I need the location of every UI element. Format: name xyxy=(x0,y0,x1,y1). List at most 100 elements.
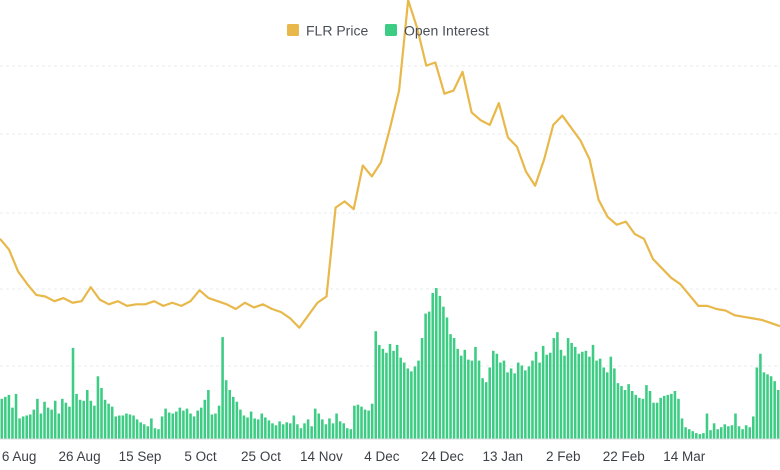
x-tick-label: 4 Dec xyxy=(364,449,400,464)
flr-price-line xyxy=(0,0,780,329)
open-interest-bar xyxy=(146,426,150,439)
open-interest-bar xyxy=(413,366,417,439)
open-interest-bar xyxy=(324,424,328,439)
open-interest-bar xyxy=(481,378,484,439)
open-interest-bar xyxy=(18,418,21,439)
x-tick-label: 25 Oct xyxy=(241,449,281,464)
open-interest-bar xyxy=(14,393,18,439)
open-interest-bar xyxy=(392,350,395,439)
open-interest-bar xyxy=(452,338,456,439)
open-interest-bar xyxy=(306,419,310,439)
open-interest-bar xyxy=(638,397,641,439)
x-tick-label: 26 Aug xyxy=(59,449,101,464)
open-interest-bar xyxy=(691,431,695,439)
legend-swatch-flr-price xyxy=(287,24,299,36)
open-interest-bar xyxy=(374,331,378,439)
open-interest-bar xyxy=(46,407,50,439)
open-interest-bar xyxy=(171,413,175,439)
open-interest-bar xyxy=(695,433,698,439)
open-interest-bar xyxy=(281,424,285,439)
x-tick-label: 14 Nov xyxy=(300,449,343,464)
open-interest-bar xyxy=(605,372,609,439)
open-interest-bar xyxy=(698,434,702,439)
open-interest-bar xyxy=(613,368,616,439)
open-interest-bar xyxy=(96,376,100,439)
open-interest-bar xyxy=(353,405,356,439)
open-interest-bar xyxy=(7,394,11,439)
open-interest-bar xyxy=(762,372,766,439)
open-interest-bar xyxy=(502,360,506,439)
open-interest-bar xyxy=(150,418,153,439)
open-interest-bar xyxy=(317,413,321,439)
legend-label-flr-price: FLR Price xyxy=(306,23,368,39)
open-interest-bar xyxy=(652,402,655,439)
open-interest-bar xyxy=(64,402,68,439)
open-interest-bar xyxy=(459,355,463,439)
open-interest-bar xyxy=(581,351,584,439)
open-interest-bar xyxy=(545,354,548,439)
open-interest-bar xyxy=(388,343,392,439)
open-interest-bar xyxy=(285,422,288,439)
open-interest-bar xyxy=(734,413,737,439)
open-interest-bar xyxy=(755,367,759,439)
legend-item-flr-price[interactable]: FLR Price xyxy=(287,23,368,39)
open-interest-bar xyxy=(584,350,588,439)
open-interest-bar xyxy=(278,421,281,439)
open-interest-bar xyxy=(274,425,278,439)
x-tick-label: 2 Feb xyxy=(546,449,581,464)
open-interest-bar xyxy=(499,362,502,439)
open-interest-bar xyxy=(296,424,299,439)
open-interest-bar xyxy=(249,411,253,439)
open-interest-bar xyxy=(132,415,135,439)
open-interest-bar xyxy=(199,407,203,439)
open-interest-bar xyxy=(25,415,28,439)
legend-item-open-interest[interactable]: Open Interest xyxy=(385,23,489,39)
open-interest-bar xyxy=(260,413,264,439)
open-interest-bar xyxy=(224,380,228,439)
open-interest-bar xyxy=(495,353,499,439)
grid xyxy=(0,65,780,367)
open-interest-bar xyxy=(627,384,630,439)
open-interest-bar xyxy=(548,352,552,439)
open-interest-bar xyxy=(463,349,467,439)
open-interest-bar xyxy=(402,362,406,439)
open-interest-bar xyxy=(349,429,353,439)
open-interest-bar xyxy=(78,399,82,439)
open-interest-bar xyxy=(53,400,57,439)
open-interest-bar xyxy=(406,368,410,439)
legend: FLR Price Open Interest xyxy=(287,23,489,39)
open-interest-bar xyxy=(516,362,520,439)
open-interest-bar xyxy=(759,353,762,439)
open-interest-bar xyxy=(135,419,139,439)
open-interest-bar xyxy=(556,332,559,439)
open-interest-bar xyxy=(107,403,110,439)
open-interest-bar xyxy=(335,413,338,439)
open-interest-bar xyxy=(727,426,730,439)
open-interest-bar xyxy=(75,393,78,439)
open-interest-bar xyxy=(85,390,89,439)
open-interest-bar xyxy=(648,390,652,439)
open-interest-bar xyxy=(103,399,107,439)
open-interest-bar xyxy=(228,390,231,439)
open-interest-bar xyxy=(687,429,691,439)
open-interest-bar xyxy=(509,368,513,439)
open-interest-bar xyxy=(385,352,388,439)
open-interest-bar xyxy=(748,427,751,439)
open-interest-bar xyxy=(395,344,399,439)
open-interest-bar xyxy=(221,337,224,439)
open-interest-bar xyxy=(182,410,185,439)
open-interest-bar xyxy=(769,376,773,439)
open-interest-bar xyxy=(157,429,160,439)
open-interest-bar xyxy=(203,399,207,439)
open-interest-bar xyxy=(741,429,744,439)
open-interest-bar xyxy=(370,403,374,439)
open-interest-bar xyxy=(705,413,709,439)
open-interest-bar xyxy=(680,418,684,439)
open-interest-bar xyxy=(488,367,491,439)
open-interest-bar xyxy=(110,406,114,439)
open-interest-bar xyxy=(659,397,662,439)
open-interest-bar xyxy=(267,420,271,439)
open-interest-bar xyxy=(264,417,267,439)
open-interest-bar xyxy=(645,385,648,439)
